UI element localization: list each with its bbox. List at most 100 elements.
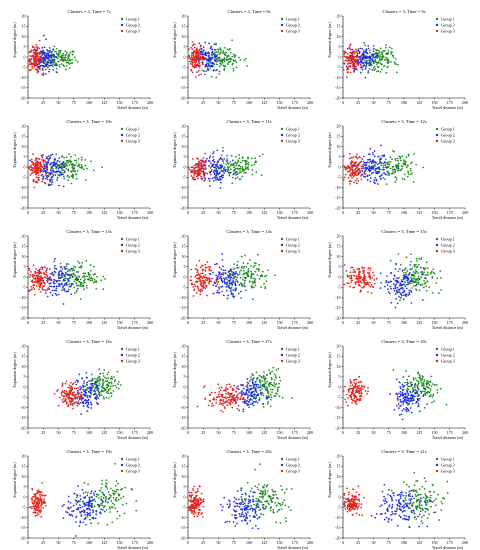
data-point-group-2 (240, 383, 242, 386)
data-point-group-3 (36, 169, 39, 171)
data-point-group-2 (385, 281, 387, 284)
data-point-group-1 (215, 58, 218, 61)
data-point-group-2 (260, 393, 263, 396)
data-point-group-1 (71, 163, 74, 166)
data-point-group-2 (364, 175, 367, 178)
data-point-group-1 (117, 383, 119, 385)
x-tick-label: 200 (462, 430, 468, 435)
data-point-group-2 (55, 280, 58, 283)
data-point-group-3 (28, 58, 31, 61)
data-point-group-2 (242, 408, 245, 411)
data-point-group-1 (236, 276, 238, 279)
data-point-group-3 (206, 266, 208, 269)
legend-label: Group 1 (126, 127, 140, 132)
panel-title: Clusters = 3, Time = 16s (66, 339, 111, 345)
data-point-group-2 (235, 271, 237, 273)
y-tick-label: -20 (335, 425, 340, 430)
data-point-group-1 (262, 374, 265, 377)
data-point-group-1 (52, 65, 54, 68)
data-point-group-1 (240, 297, 242, 299)
data-point-group-3 (223, 402, 226, 404)
data-point-group-3 (37, 168, 40, 171)
data-point-group-3 (221, 394, 223, 397)
data-point-group-1 (365, 60, 368, 62)
data-point-group-1 (107, 392, 110, 395)
data-point-group-2 (97, 403, 99, 405)
data-point-group-1 (96, 275, 98, 278)
data-point-group-2 (211, 65, 214, 68)
data-point-group-2 (38, 63, 40, 65)
data-point-group-3 (202, 275, 205, 278)
data-point-group-2 (84, 398, 87, 401)
data-point-group-2 (216, 68, 218, 71)
data-point-group-2 (217, 173, 220, 176)
data-point-group-1 (223, 67, 226, 70)
data-point-group-1 (102, 396, 105, 398)
data-point-group-3 (33, 163, 36, 166)
x-tick-label: 175 (447, 320, 453, 325)
x-tick-label: 150 (277, 430, 283, 435)
legend-label: Group 3 (441, 249, 455, 254)
data-point-group-1 (113, 380, 116, 383)
data-point-group-1 (241, 278, 244, 281)
data-point-group-1 (227, 171, 230, 174)
data-point-group-3 (360, 160, 363, 163)
data-point-group-3 (31, 279, 34, 282)
data-point-group-2 (207, 65, 210, 67)
data-point-group-3 (349, 51, 351, 54)
data-point-group-2 (390, 287, 392, 290)
x-tick-label: 175 (447, 210, 453, 215)
data-point-group-2 (43, 34, 45, 37)
data-point-group-3 (352, 286, 354, 289)
data-point-group-2 (212, 69, 215, 72)
data-point-group-2 (78, 373, 81, 376)
data-point-group-3 (353, 52, 356, 55)
data-point-group-3 (33, 293, 36, 296)
data-point-group-2 (52, 174, 55, 177)
data-point-group-3 (347, 65, 350, 68)
data-point-group-2 (222, 150, 224, 152)
data-point-group-3 (358, 156, 361, 158)
data-point-group-3 (38, 51, 41, 54)
data-point-group-2 (63, 288, 66, 290)
data-point-group-1 (378, 60, 380, 63)
data-point-group-1 (374, 59, 377, 61)
data-point-group-1 (59, 163, 62, 166)
legend-label: Group 3 (126, 359, 140, 364)
data-point-group-1 (401, 167, 403, 170)
data-point-group-2 (257, 383, 259, 386)
data-point-group-2 (247, 388, 249, 390)
data-point-group-1 (423, 271, 425, 274)
legend-marker (435, 17, 439, 21)
data-point-group-2 (222, 265, 224, 268)
data-point-group-1 (409, 167, 412, 170)
data-point-group-1 (64, 68, 67, 71)
data-point-group-1 (246, 262, 249, 265)
scatter-panel: Clusters = 3, Time = 18s20151050-5-10-15… (327, 339, 468, 440)
data-point-group-3 (35, 62, 38, 65)
data-point-group-2 (204, 54, 207, 56)
data-point-group-1 (429, 389, 432, 392)
data-point-group-2 (252, 377, 255, 380)
x-tick-label: 200 (462, 320, 468, 325)
data-point-group-1 (263, 377, 265, 380)
data-point-group-1 (260, 174, 263, 176)
data-point-group-1 (90, 269, 92, 272)
data-point-group-1 (264, 376, 266, 378)
data-point-group-2 (221, 253, 224, 255)
data-point-group-2 (395, 262, 397, 265)
x-tick-label: 175 (132, 320, 138, 325)
y-tick-label: 15 (337, 244, 341, 249)
y-tick-label: 10 (22, 34, 26, 39)
x-tick-label: 200 (307, 210, 313, 215)
data-point-group-1 (106, 386, 109, 389)
data-point-group-1 (417, 272, 419, 274)
data-point-group-1 (431, 401, 433, 404)
y-axis-label: Expansion degree (m) (12, 242, 17, 278)
data-point-group-2 (257, 377, 259, 379)
data-point-group-2 (226, 281, 229, 284)
data-point-group-1 (405, 274, 408, 276)
data-point-group-2 (408, 289, 411, 292)
data-point-group-1 (419, 375, 421, 377)
data-point-group-1 (83, 288, 85, 290)
